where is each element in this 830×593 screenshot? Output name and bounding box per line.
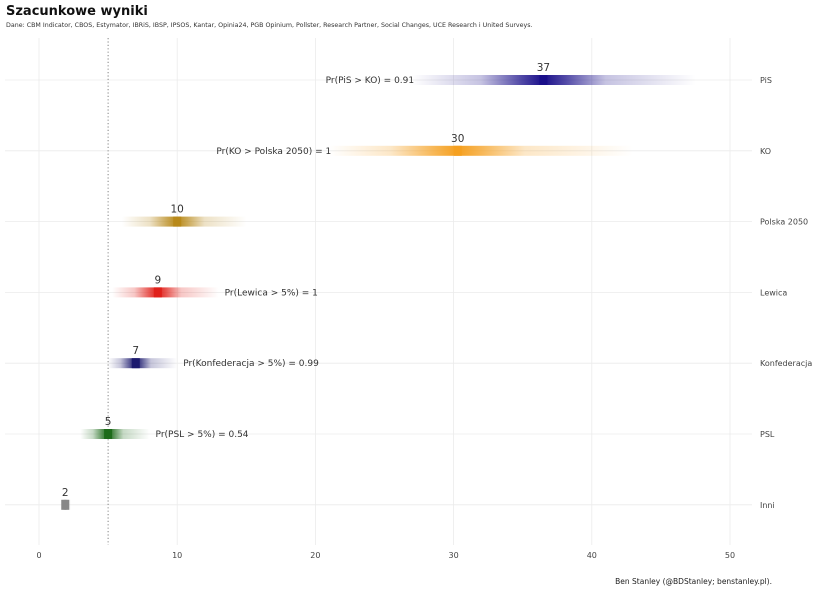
value-label: 10	[171, 204, 184, 216]
x-tick-label: 0	[36, 551, 41, 560]
median-marker	[153, 287, 162, 298]
probability-label: Pr(Lewica > 5%) = 1	[225, 288, 318, 298]
party-label: Inni	[760, 501, 775, 510]
x-tick-label: 40	[587, 551, 597, 560]
value-label: 37	[537, 62, 550, 74]
party-label: KO	[760, 147, 771, 156]
interval-bar	[329, 145, 634, 156]
value-label: 5	[105, 416, 112, 428]
interval-bar	[80, 429, 150, 439]
x-tick-label: 50	[725, 551, 735, 560]
chart-subtitle: Dane: CBM Indicator, CBOS, Estymator, IB…	[6, 22, 533, 29]
interval-bar	[108, 358, 178, 369]
probability-label: Pr(Konfederacja > 5%) = 0.99	[183, 359, 319, 369]
x-tick-label: 30	[449, 551, 459, 560]
median-marker	[173, 216, 182, 227]
chart-caption: Ben Stanley (@BDStanley; benstanley.pl).	[615, 577, 772, 586]
probability-label: Pr(PSL > 5%) = 0.54	[156, 430, 249, 440]
interval-bar	[112, 287, 219, 298]
median-marker	[539, 75, 548, 85]
median-marker	[453, 145, 462, 156]
probability-label: Pr(KO > Polska 2050) = 1	[216, 147, 331, 157]
party-label: PSL	[760, 430, 775, 439]
party-label: Lewica	[760, 288, 787, 297]
chart-title: Szacunkowe wyniki	[6, 4, 148, 19]
interval-bar	[121, 216, 247, 227]
x-tick-label: 20	[310, 551, 320, 560]
party-label: Polska 2050	[760, 218, 808, 227]
value-label: 2	[62, 487, 69, 499]
value-label: 30	[451, 133, 464, 145]
median-marker	[131, 358, 140, 369]
value-label: 9	[155, 274, 162, 286]
median-marker	[61, 499, 70, 510]
value-label: 7	[132, 345, 139, 357]
interval-bar	[412, 75, 696, 85]
median-marker	[104, 429, 113, 439]
party-label: PiS	[760, 76, 772, 85]
x-tick-label: 10	[172, 551, 182, 560]
probability-label: Pr(PiS > KO) = 0.91	[326, 76, 415, 86]
party-label: Konfederacja	[760, 359, 812, 368]
